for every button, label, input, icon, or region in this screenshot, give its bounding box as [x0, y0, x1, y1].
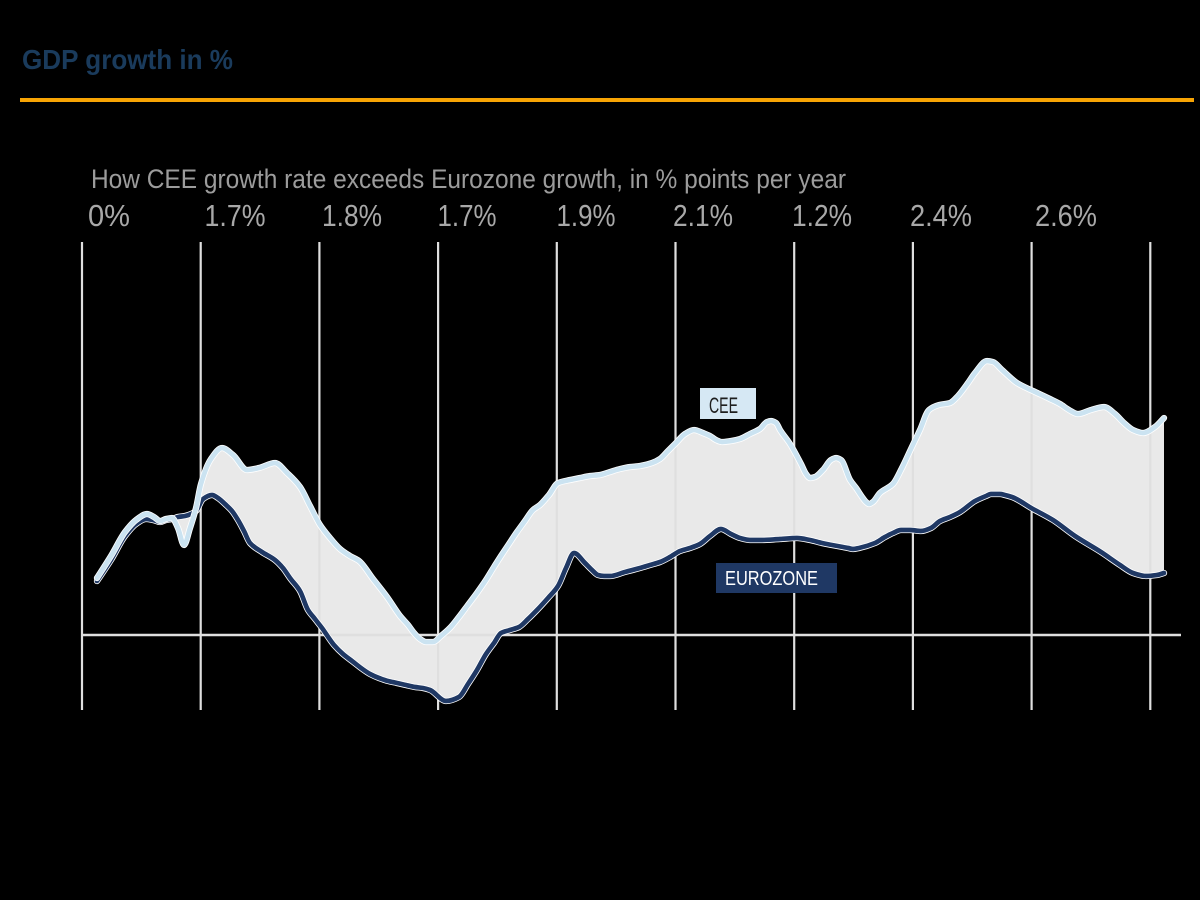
svg-text:1.2%: 1.2%	[792, 198, 852, 233]
svg-text:How CEE growth rate exceeds Eu: How CEE growth rate exceeds Eurozone gro…	[91, 164, 846, 194]
svg-text:1.7%: 1.7%	[438, 198, 497, 233]
svg-text:1.9%: 1.9%	[557, 198, 616, 233]
svg-text:2.4%: 2.4%	[910, 198, 972, 233]
svg-text:0%: 0%	[88, 198, 130, 233]
svg-text:GDP growth in %: GDP growth in %	[22, 44, 233, 75]
svg-text:2.1%: 2.1%	[673, 198, 733, 233]
svg-text:1.8%: 1.8%	[322, 198, 382, 233]
svg-text:EUROZONE: EUROZONE	[725, 568, 818, 590]
svg-text:CEE: CEE	[709, 393, 738, 418]
svg-text:1.7%: 1.7%	[205, 198, 266, 233]
svg-text:2.6%: 2.6%	[1035, 198, 1097, 233]
